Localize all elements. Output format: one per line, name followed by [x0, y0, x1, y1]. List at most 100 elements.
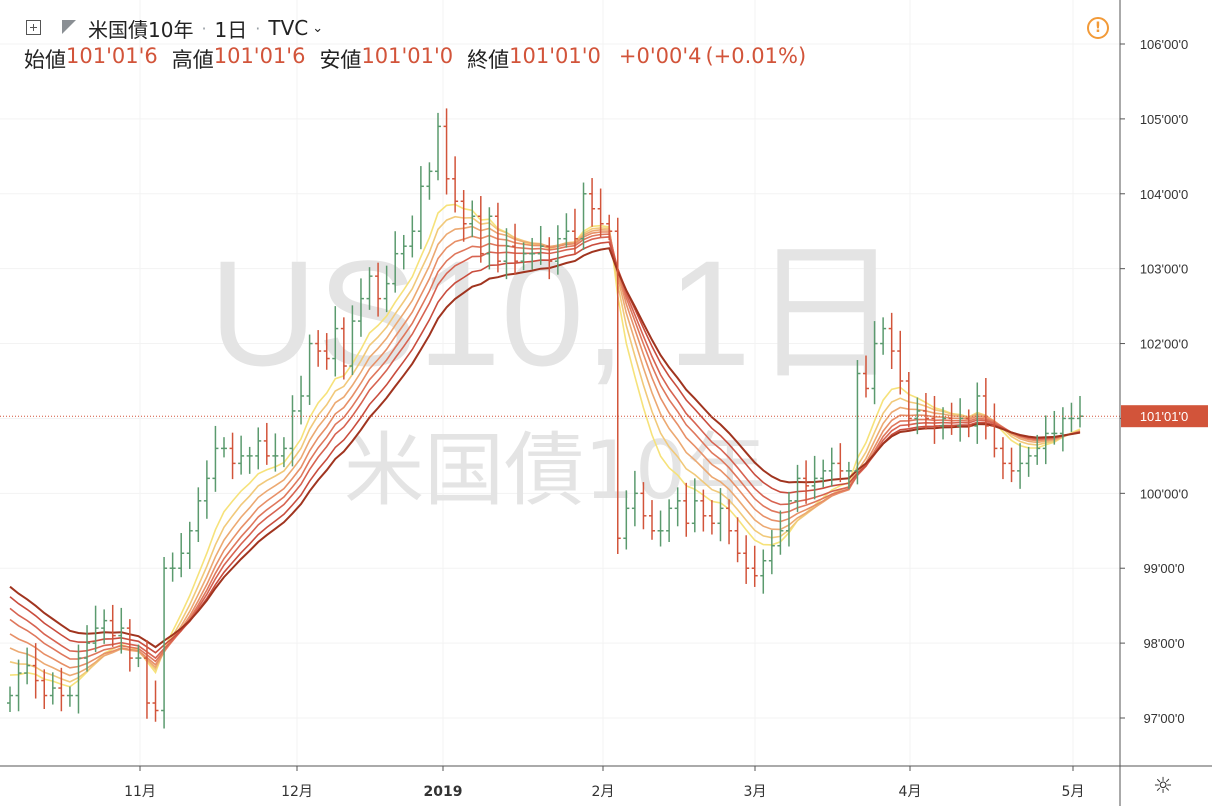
ohlc-bar [880, 317, 887, 355]
ohlc-bar [845, 461, 852, 489]
ohlc-bar [126, 619, 133, 672]
ohlc-bar [888, 312, 895, 370]
ohlc-bar [460, 190, 467, 242]
ohlc-bar [726, 499, 733, 545]
ohlc-bar [974, 382, 981, 444]
y-tick-label: 105'00'0 [1140, 112, 1188, 127]
ohlc-bar [828, 447, 835, 487]
ohlc-bar [1051, 410, 1058, 445]
ohlc-bar [24, 647, 31, 685]
low-value: 101'01'0 [361, 44, 454, 68]
ohlc-bar [152, 680, 159, 722]
ohlc-bar [589, 178, 596, 227]
ohlc-bar [957, 398, 964, 442]
ohlc-bar [366, 267, 373, 310]
collapse-triangle-icon[interactable] [62, 20, 76, 34]
ohlc-bar [340, 317, 347, 380]
ohlc-bar [101, 609, 108, 644]
chart-header: 米国債10年 · 1日 · TVC ⌄ [88, 14, 323, 42]
y-tick-label: 98'00'0 [1143, 636, 1184, 651]
ohlc-bar [948, 402, 955, 435]
ohlc-bar [751, 545, 758, 587]
ohlc-bar [863, 355, 869, 398]
ohlc-bar [32, 643, 39, 699]
ohlc-bar [666, 499, 673, 543]
expand-box-icon[interactable] [26, 20, 41, 35]
ohlc-bar [221, 437, 227, 458]
ohlc-bar [708, 500, 715, 535]
gear-icon[interactable]: ☼ [1153, 774, 1173, 799]
ohlc-bar [871, 321, 878, 405]
y-tick-label: 104'00'0 [1140, 187, 1188, 202]
ohlc-bar [803, 460, 810, 504]
ohlc-bar [1068, 402, 1075, 432]
x-tick-label: 2月 [592, 784, 615, 800]
high-label: 高値 [171, 48, 214, 72]
open-value: 101'01'6 [66, 44, 158, 68]
x-tick-label: 5月 [1062, 784, 1085, 800]
ohlc-bar [931, 395, 938, 444]
ohlc-bar [546, 237, 553, 280]
ohlc-bar [794, 464, 801, 513]
change-value: +0'00'4 [618, 44, 702, 68]
ohlc-bar [452, 156, 459, 213]
ohlc-bar [657, 510, 664, 547]
ohlc-bar [914, 397, 921, 435]
ohlc-bar [897, 330, 904, 395]
interval-label[interactable]: 1日 [214, 17, 248, 42]
ohlc-bar [503, 228, 510, 280]
ohlc-bar [674, 487, 681, 527]
last-price-badge [1121, 405, 1208, 428]
ohlc-bar [811, 455, 818, 500]
ohlc-bar [238, 435, 245, 475]
ohlc-bar [357, 278, 364, 337]
x-tick-label: 4月 [899, 784, 922, 800]
ohlc-bar [306, 334, 313, 405]
ohlc-bar [161, 556, 168, 729]
ohlc-bar [683, 482, 690, 537]
ohlc-bar [66, 686, 73, 707]
ohlc-bar [1034, 434, 1041, 465]
ohlc-bar [435, 112, 441, 181]
ohlc-bar [143, 640, 150, 719]
y-tick-label: 103'00'0 [1140, 262, 1188, 277]
ohlc-bar [1025, 446, 1032, 477]
ohlc-bar [760, 549, 767, 594]
ohlc-bar [323, 333, 330, 370]
x-tick-label: 11月 [124, 784, 156, 800]
ohlc-bar [178, 533, 185, 578]
ohlc-bar [1059, 407, 1066, 452]
ohlc-bar [700, 489, 707, 532]
ohlc-bar [255, 427, 262, 470]
x-tick-label: 2019 [424, 784, 463, 800]
ohlc-bar [169, 552, 176, 582]
y-tick-label: 106'00'0 [1140, 37, 1188, 52]
ohlc-bar [982, 378, 989, 440]
high-value: 101'01'6 [213, 44, 306, 68]
warning-icon[interactable]: ! [1087, 17, 1109, 39]
ohlc-bar [940, 407, 947, 440]
ohlc-bar [263, 422, 270, 465]
ohlc-bar [965, 409, 972, 438]
ohlc-bar [392, 231, 399, 293]
ohlc-bar [186, 521, 193, 569]
ohlc-bar [84, 625, 91, 672]
chevron-down-icon[interactable]: ⌄ [312, 20, 324, 36]
ohlc-bar [298, 375, 305, 425]
ohlc-bar [349, 305, 356, 376]
symbol-title[interactable]: 米国債10年 [88, 17, 194, 42]
ma-ribbon-line [9, 231, 1081, 669]
ohlc-bar [1017, 443, 1024, 489]
ohlc-bar [246, 446, 253, 474]
y-tick-label: 97'00'0 [1143, 711, 1184, 726]
ohlc-bar [537, 225, 544, 265]
source-label[interactable]: TVC [268, 16, 309, 40]
ohlc-bar [640, 482, 647, 530]
ohlc-bar [999, 437, 1006, 480]
close-value: 101'01'0 [509, 44, 601, 68]
ohlc-bar [443, 108, 450, 195]
ohlc-bar [383, 265, 390, 313]
header-separator: · [255, 18, 261, 38]
ohlc-bar [417, 166, 424, 250]
